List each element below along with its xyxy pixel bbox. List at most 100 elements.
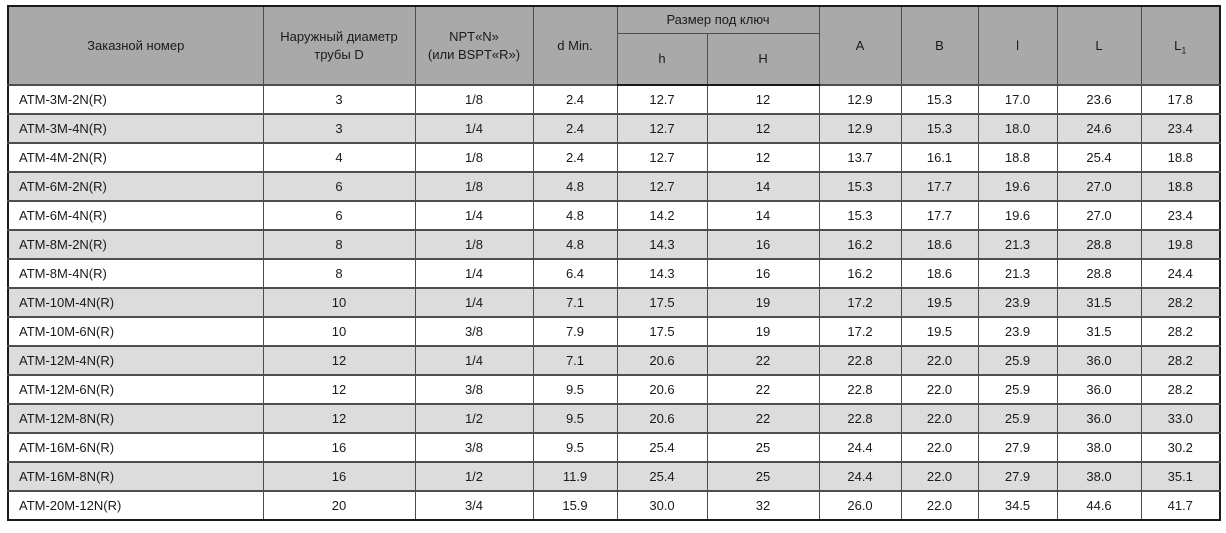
cell-l-big: 27.0 bbox=[1056, 200, 1142, 231]
cell-b: 15.3 bbox=[900, 113, 979, 144]
cell-d-min: 9.5 bbox=[532, 403, 618, 434]
cell-l1: 28.2 bbox=[1140, 345, 1221, 376]
cell-d-min: 6.4 bbox=[532, 258, 618, 289]
table-body: ATM-3M-2N(R) 3 1/8 2.4 12.7 12 12.9 15.3… bbox=[7, 84, 1221, 521]
cell-a: 13.7 bbox=[818, 142, 902, 173]
header-l1-subscript: 1 bbox=[1181, 45, 1187, 56]
cell-order-number: ATM-8M-4N(R) bbox=[7, 258, 264, 289]
cell-order-number: ATM-16M-8N(R) bbox=[7, 461, 264, 492]
table-row: ATM-3M-4N(R) 3 1/4 2.4 12.7 12 12.9 15.3… bbox=[7, 113, 1221, 144]
cell-b: 18.6 bbox=[900, 258, 979, 289]
cell-b: 22.0 bbox=[900, 345, 979, 376]
cell-a: 22.8 bbox=[818, 374, 902, 405]
cell-d-min: 2.4 bbox=[532, 142, 618, 173]
cell-order-number: ATM-3M-4N(R) bbox=[7, 113, 264, 144]
cell-l1: 41.7 bbox=[1140, 490, 1221, 521]
cell-b: 22.0 bbox=[900, 403, 979, 434]
cell-l-big: 24.6 bbox=[1056, 113, 1142, 144]
cell-thread-size: 3/8 bbox=[414, 316, 534, 347]
cell-b: 17.7 bbox=[900, 200, 979, 231]
table-row: ATM-12M-6N(R) 12 3/8 9.5 20.6 22 22.8 22… bbox=[7, 374, 1221, 405]
cell-outer-diameter: 12 bbox=[262, 345, 416, 376]
cell-l-big: 28.8 bbox=[1056, 229, 1142, 260]
cell-d-min: 7.1 bbox=[532, 345, 618, 376]
cell-order-number: ATM-20M-12N(R) bbox=[7, 490, 264, 521]
cell-order-number: ATM-4M-2N(R) bbox=[7, 142, 264, 173]
cell-l1: 33.0 bbox=[1140, 403, 1221, 434]
cell-l1: 17.8 bbox=[1140, 84, 1221, 115]
cell-l1: 18.8 bbox=[1140, 142, 1221, 173]
cell-h-big: 12 bbox=[706, 142, 820, 173]
cell-outer-diameter: 6 bbox=[262, 200, 416, 231]
cell-l-small: 19.6 bbox=[977, 171, 1058, 202]
cell-thread-size: 1/2 bbox=[414, 461, 534, 492]
cell-b: 22.0 bbox=[900, 374, 979, 405]
cell-thread-size: 1/8 bbox=[414, 229, 534, 260]
cell-order-number: ATM-12M-8N(R) bbox=[7, 403, 264, 434]
cell-a: 24.4 bbox=[818, 432, 902, 463]
cell-order-number: ATM-6M-4N(R) bbox=[7, 200, 264, 231]
cell-d-min: 11.9 bbox=[532, 461, 618, 492]
cell-outer-diameter: 8 bbox=[262, 258, 416, 289]
cell-l-small: 34.5 bbox=[977, 490, 1058, 521]
cell-l-big: 27.0 bbox=[1056, 171, 1142, 202]
cell-d-min: 2.4 bbox=[532, 84, 618, 115]
cell-thread-size: 1/2 bbox=[414, 403, 534, 434]
cell-thread-size: 1/4 bbox=[414, 113, 534, 144]
cell-l-big: 36.0 bbox=[1056, 374, 1142, 405]
cell-l-small: 19.6 bbox=[977, 200, 1058, 231]
cell-l-big: 44.6 bbox=[1056, 490, 1142, 521]
cell-l1: 23.4 bbox=[1140, 113, 1221, 144]
cell-h-big: 25 bbox=[706, 432, 820, 463]
cell-b: 15.3 bbox=[900, 84, 979, 115]
cell-thread-size: 3/8 bbox=[414, 374, 534, 405]
cell-l-big: 38.0 bbox=[1056, 432, 1142, 463]
cell-h-big: 14 bbox=[706, 200, 820, 231]
cell-l1: 35.1 bbox=[1140, 461, 1221, 492]
cell-thread-size: 1/4 bbox=[414, 345, 534, 376]
cell-outer-diameter: 3 bbox=[262, 84, 416, 115]
cell-a: 17.2 bbox=[818, 287, 902, 318]
cell-d-min: 7.1 bbox=[532, 287, 618, 318]
header-thread: NPT«N» (или BSPT«R») bbox=[414, 5, 534, 86]
cell-h-big: 19 bbox=[706, 287, 820, 318]
header-l1-base: L bbox=[1174, 37, 1182, 53]
table-row: ATM-12M-8N(R) 12 1/2 9.5 20.6 22 22.8 22… bbox=[7, 403, 1221, 434]
table-row: ATM-8M-4N(R) 8 1/4 6.4 14.3 16 16.2 18.6… bbox=[7, 258, 1221, 289]
cell-l1: 28.2 bbox=[1140, 316, 1221, 347]
cell-outer-diameter: 12 bbox=[262, 403, 416, 434]
cell-h-small: 12.7 bbox=[616, 113, 708, 144]
cell-l-small: 27.9 bbox=[977, 461, 1058, 492]
cell-outer-diameter: 10 bbox=[262, 287, 416, 318]
cell-a: 12.9 bbox=[818, 113, 902, 144]
cell-l1: 24.4 bbox=[1140, 258, 1221, 289]
table-row: ATM-16M-6N(R) 16 3/8 9.5 25.4 25 24.4 22… bbox=[7, 432, 1221, 463]
cell-a: 26.0 bbox=[818, 490, 902, 521]
cell-h-small: 20.6 bbox=[616, 374, 708, 405]
cell-outer-diameter: 6 bbox=[262, 171, 416, 202]
cell-order-number: ATM-16M-6N(R) bbox=[7, 432, 264, 463]
cell-h-small: 20.6 bbox=[616, 403, 708, 434]
cell-order-number: ATM-3M-2N(R) bbox=[7, 84, 264, 115]
header-l1: L1 bbox=[1140, 5, 1221, 86]
cell-h-big: 32 bbox=[706, 490, 820, 521]
cell-h-big: 16 bbox=[706, 229, 820, 260]
cell-l-big: 31.5 bbox=[1056, 316, 1142, 347]
cell-thread-size: 1/4 bbox=[414, 287, 534, 318]
cell-h-big: 25 bbox=[706, 461, 820, 492]
table-row: ATM-8M-2N(R) 8 1/8 4.8 14.3 16 16.2 18.6… bbox=[7, 229, 1221, 260]
cell-l-big: 28.8 bbox=[1056, 258, 1142, 289]
cell-l1: 18.8 bbox=[1140, 171, 1221, 202]
header-a: A bbox=[818, 5, 902, 86]
cell-a: 24.4 bbox=[818, 461, 902, 492]
cell-b: 18.6 bbox=[900, 229, 979, 260]
cell-h-big: 12 bbox=[706, 113, 820, 144]
dimensions-table-container: Заказной номер Наружный диаметр трубы D … bbox=[7, 5, 1222, 521]
cell-d-min: 4.8 bbox=[532, 200, 618, 231]
cell-b: 19.5 bbox=[900, 316, 979, 347]
cell-a: 22.8 bbox=[818, 403, 902, 434]
cell-l-small: 27.9 bbox=[977, 432, 1058, 463]
table-row: ATM-3M-2N(R) 3 1/8 2.4 12.7 12 12.9 15.3… bbox=[7, 84, 1221, 115]
cell-l-small: 21.3 bbox=[977, 229, 1058, 260]
cell-l-small: 18.8 bbox=[977, 142, 1058, 173]
